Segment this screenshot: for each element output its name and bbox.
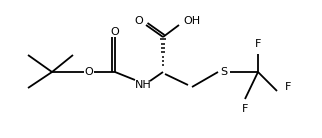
- Text: O: O: [85, 67, 93, 77]
- Text: NH: NH: [135, 80, 151, 90]
- Text: F: F: [255, 39, 261, 49]
- Text: F: F: [242, 104, 248, 114]
- Text: OH: OH: [184, 16, 201, 26]
- Text: F: F: [285, 82, 291, 92]
- Text: S: S: [221, 67, 228, 77]
- Text: O: O: [135, 16, 143, 26]
- Text: O: O: [111, 27, 119, 37]
